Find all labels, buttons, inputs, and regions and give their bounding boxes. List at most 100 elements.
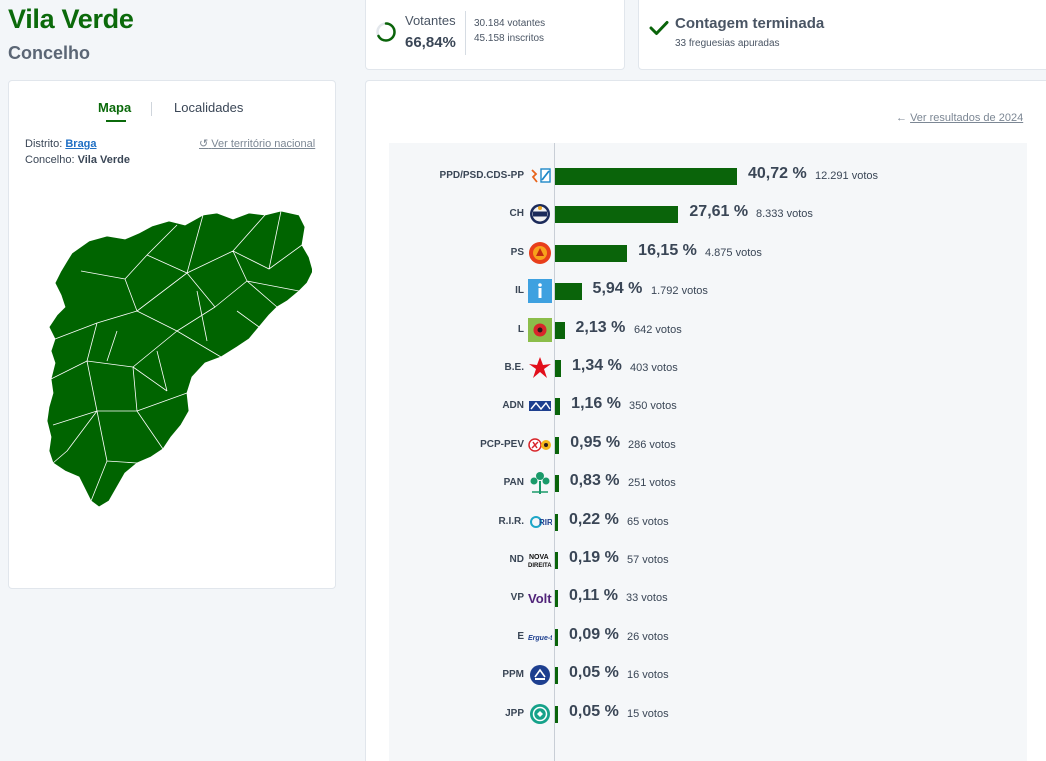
district-link[interactable]: Braga <box>65 138 97 150</box>
ad-logo-icon <box>528 164 552 188</box>
district-label: Distrito: <box>25 138 63 150</box>
party-row[interactable]: VP Volt 0,11 % 33 votos <box>389 585 1027 611</box>
party-percent: 1,34 % <box>571 357 622 374</box>
district-info: Distrito: Braga <box>25 138 97 150</box>
be-logo-icon <box>528 356 552 380</box>
divider <box>465 11 466 55</box>
municipality-info: Concelho: Vila Verde <box>25 154 130 166</box>
ppm-logo-icon <box>528 663 552 687</box>
party-row[interactable]: L 2,13 % 642 votos <box>389 317 1027 343</box>
arrow-left-icon: ← <box>896 112 907 124</box>
result-bar <box>555 206 679 224</box>
municipality-value: Vila Verde <box>77 154 130 166</box>
party-votes: 403 votos <box>630 362 678 374</box>
party-row[interactable]: ND NOVA DIREITA 0,19 % 57 votos <box>389 547 1027 573</box>
il-logo-icon <box>528 279 552 304</box>
count-status-title: Contagem terminada <box>675 15 825 32</box>
party-name: PAN <box>503 477 524 489</box>
voters-count: 30.184 votantes <box>474 18 546 29</box>
party-votes: 65 votos <box>627 515 669 528</box>
party-row[interactable]: CH 27,61 % 8.333 votos <box>389 201 1027 227</box>
party-row[interactable]: JPP 0,05 % 15 votos <box>389 701 1027 727</box>
party-percent: 27,61 % <box>689 203 749 221</box>
party-votes: 26 votos <box>627 630 669 643</box>
party-row[interactable]: PS 16,15 % 4.875 votos <box>389 240 1027 266</box>
result-bar <box>555 321 565 339</box>
result-bar <box>555 398 561 416</box>
party-row[interactable]: IL 5,94 % 1.792 votos <box>389 278 1027 304</box>
party-percent: 0,95 % <box>570 433 621 451</box>
jpp-logo-icon <box>528 702 552 726</box>
chega-logo-icon <box>528 202 552 226</box>
party-percent: 16,15 % <box>638 241 697 259</box>
party-name: CH <box>509 208 524 220</box>
result-bar <box>555 475 559 493</box>
municipality-label: Concelho: <box>25 154 75 166</box>
party-name: JPP <box>505 707 524 719</box>
count-status-subtitle: 33 freguesias apuradas <box>675 38 780 49</box>
party-votes: 33 votos <box>626 592 668 605</box>
svg-text:DIREITA: DIREITA <box>528 563 552 569</box>
party-name: PPM <box>502 669 524 681</box>
pan-logo-icon <box>528 471 552 495</box>
party-votes: 1.792 votos <box>651 285 708 298</box>
party-name: E <box>517 630 524 642</box>
tab-mapa[interactable]: Mapa <box>98 100 132 115</box>
livre-logo-icon <box>528 317 552 342</box>
party-row[interactable]: E Ergue-te 0,09 % 26 votos <box>389 624 1027 650</box>
party-row[interactable]: R.I.R. RIR 0,22 % 65 votos <box>389 509 1027 535</box>
svg-text:Ergue-te: Ergue-te <box>528 635 552 642</box>
party-percent: 0,19 % <box>569 549 619 566</box>
svg-text:RIR: RIR <box>539 518 552 527</box>
turnout-card: Votantes 66,84% 30.184 votantes 45.158 i… <box>365 0 625 70</box>
result-bar <box>555 552 558 569</box>
tab-divider <box>151 102 152 116</box>
tab-localidades[interactable]: Localidades <box>174 100 244 115</box>
result-bar <box>555 244 628 262</box>
count-status-card: Contagem terminada 33 freguesias apurada… <box>638 0 1046 70</box>
party-name: ADN <box>502 400 524 412</box>
rir-logo-icon: RIR <box>528 510 553 534</box>
party-row[interactable]: B.E. 1,34 % 403 votos <box>389 355 1027 381</box>
nd-logo-icon: NOVA DIREITA <box>528 548 552 572</box>
chart-axis-line <box>554 143 555 761</box>
result-bar <box>555 590 558 608</box>
party-votes: 16 votos <box>627 669 669 682</box>
party-name: L <box>517 323 524 335</box>
party-votes: 57 votos <box>627 554 669 566</box>
previous-results-link[interactable]: ← Ver resultados de 2024 <box>896 112 1023 124</box>
registered-count: 45.158 inscritos <box>474 33 545 44</box>
party-votes: 286 votos <box>628 438 676 451</box>
ps-logo-icon <box>528 241 552 265</box>
page-title: Vila Verde <box>8 4 134 34</box>
party-percent: 5,94 % <box>592 280 643 298</box>
volt-logo-icon: Volt <box>528 586 552 610</box>
party-row[interactable]: PAN 0,83 % 251 votos <box>389 470 1027 496</box>
party-votes: 251 votos <box>628 477 676 490</box>
party-row[interactable]: ADN 1,16 % 350 votos <box>389 393 1027 419</box>
party-name: PS <box>510 246 524 258</box>
turnout-ring-icon <box>376 22 396 42</box>
party-row[interactable]: PCP-PEV 0,95 % 286 votos <box>389 432 1027 458</box>
party-row[interactable]: PPM 0,05 % 16 votos <box>389 662 1027 688</box>
party-votes: 4.875 votos <box>705 246 762 259</box>
party-percent: 0,05 % <box>569 664 619 682</box>
undo-icon: ↺ <box>199 138 209 150</box>
cdu-logo-icon <box>528 433 552 457</box>
party-votes: 350 votos <box>629 400 677 413</box>
party-votes: 15 votos <box>627 707 669 720</box>
result-bar <box>555 705 558 723</box>
party-name: IL <box>515 285 524 297</box>
party-percent: 0,11 % <box>569 587 618 605</box>
party-name: R.I.R. <box>498 515 524 527</box>
result-bar <box>555 513 558 531</box>
result-bar <box>555 168 737 185</box>
party-percent: 0,83 % <box>569 472 620 490</box>
party-name: ND <box>509 554 524 565</box>
result-bar <box>555 628 558 646</box>
previous-results-link-label: Ver resultados de 2024 <box>910 112 1024 124</box>
municipality-map[interactable] <box>37 211 312 511</box>
party-row[interactable]: PPD/PSD.CDS-PP 40,72 % 12.291 votos <box>389 163 1027 189</box>
party-name: B.E. <box>504 362 524 373</box>
national-territory-link[interactable]: ↺ Ver território nacional <box>199 137 315 150</box>
